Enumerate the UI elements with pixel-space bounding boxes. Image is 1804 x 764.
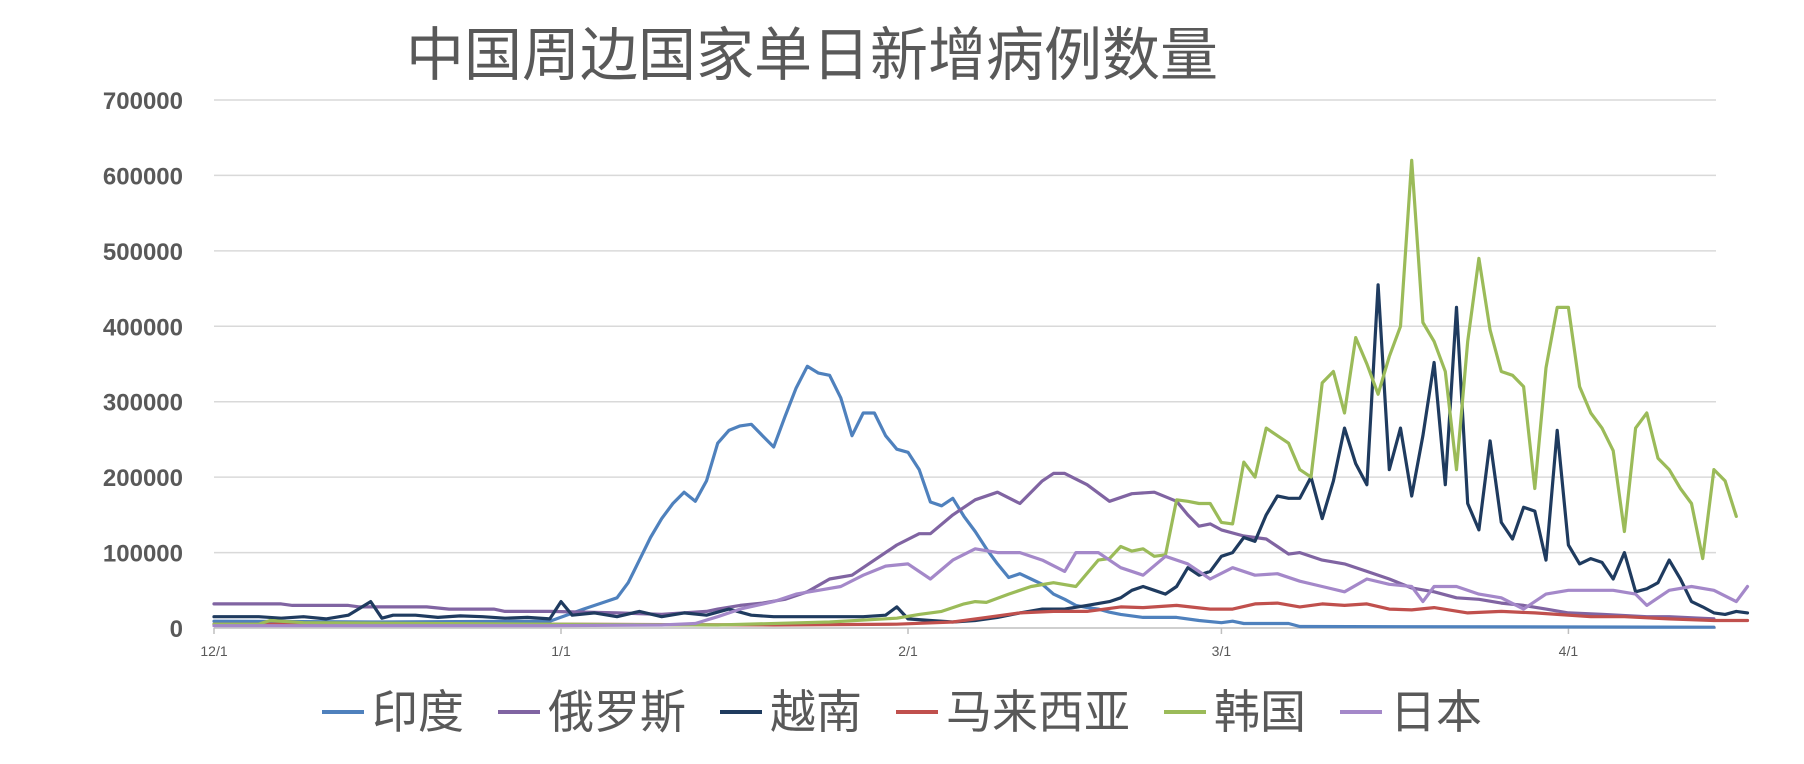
series-line-0 [212, 364, 1716, 629]
y-tick-label: 200000 [103, 465, 183, 492]
series-line-2 [212, 283, 1750, 624]
legend-label: 俄罗斯 [548, 685, 686, 739]
legend: 印度 俄罗斯 越南 马来西亚 韩国 日本 [322, 685, 1482, 739]
y-tick-label: 600000 [103, 163, 183, 190]
chart-title: 中国周边国家单日新增病例数量 [406, 21, 1218, 89]
y-tick-label: 0 [170, 616, 183, 643]
y-tick-label: 300000 [103, 390, 183, 417]
series-lines [212, 158, 1750, 629]
series-line-5 [212, 547, 1750, 628]
x-tick-label: 12/1 [200, 643, 227, 659]
gridlines [214, 99, 1716, 629]
legend-label: 日本 [1390, 685, 1482, 739]
x-axis-ticks: 12/1 1/1 2/1 3/1 4/1 [200, 628, 1578, 659]
series-line-4 [212, 158, 1738, 627]
x-tick-label: 2/1 [898, 643, 918, 659]
x-tick-label: 1/1 [551, 643, 571, 659]
legend-label: 越南 [770, 685, 862, 739]
y-axis-ticks: 0 100000 200000 300000 400000 500000 600000 700… [103, 88, 183, 643]
y-tick-label: 500000 [103, 239, 183, 266]
series-line-3 [212, 601, 1750, 627]
x-tick-label: 3/1 [1212, 643, 1232, 659]
y-tick-label: 400000 [103, 314, 183, 341]
y-tick-label: 100000 [103, 541, 183, 568]
legend-label: 韩国 [1214, 685, 1306, 739]
legend-label: 印度 [372, 685, 464, 739]
y-tick-label: 700000 [103, 88, 183, 115]
x-tick-label: 4/1 [1559, 643, 1579, 659]
legend-label: 马来西亚 [946, 685, 1130, 739]
